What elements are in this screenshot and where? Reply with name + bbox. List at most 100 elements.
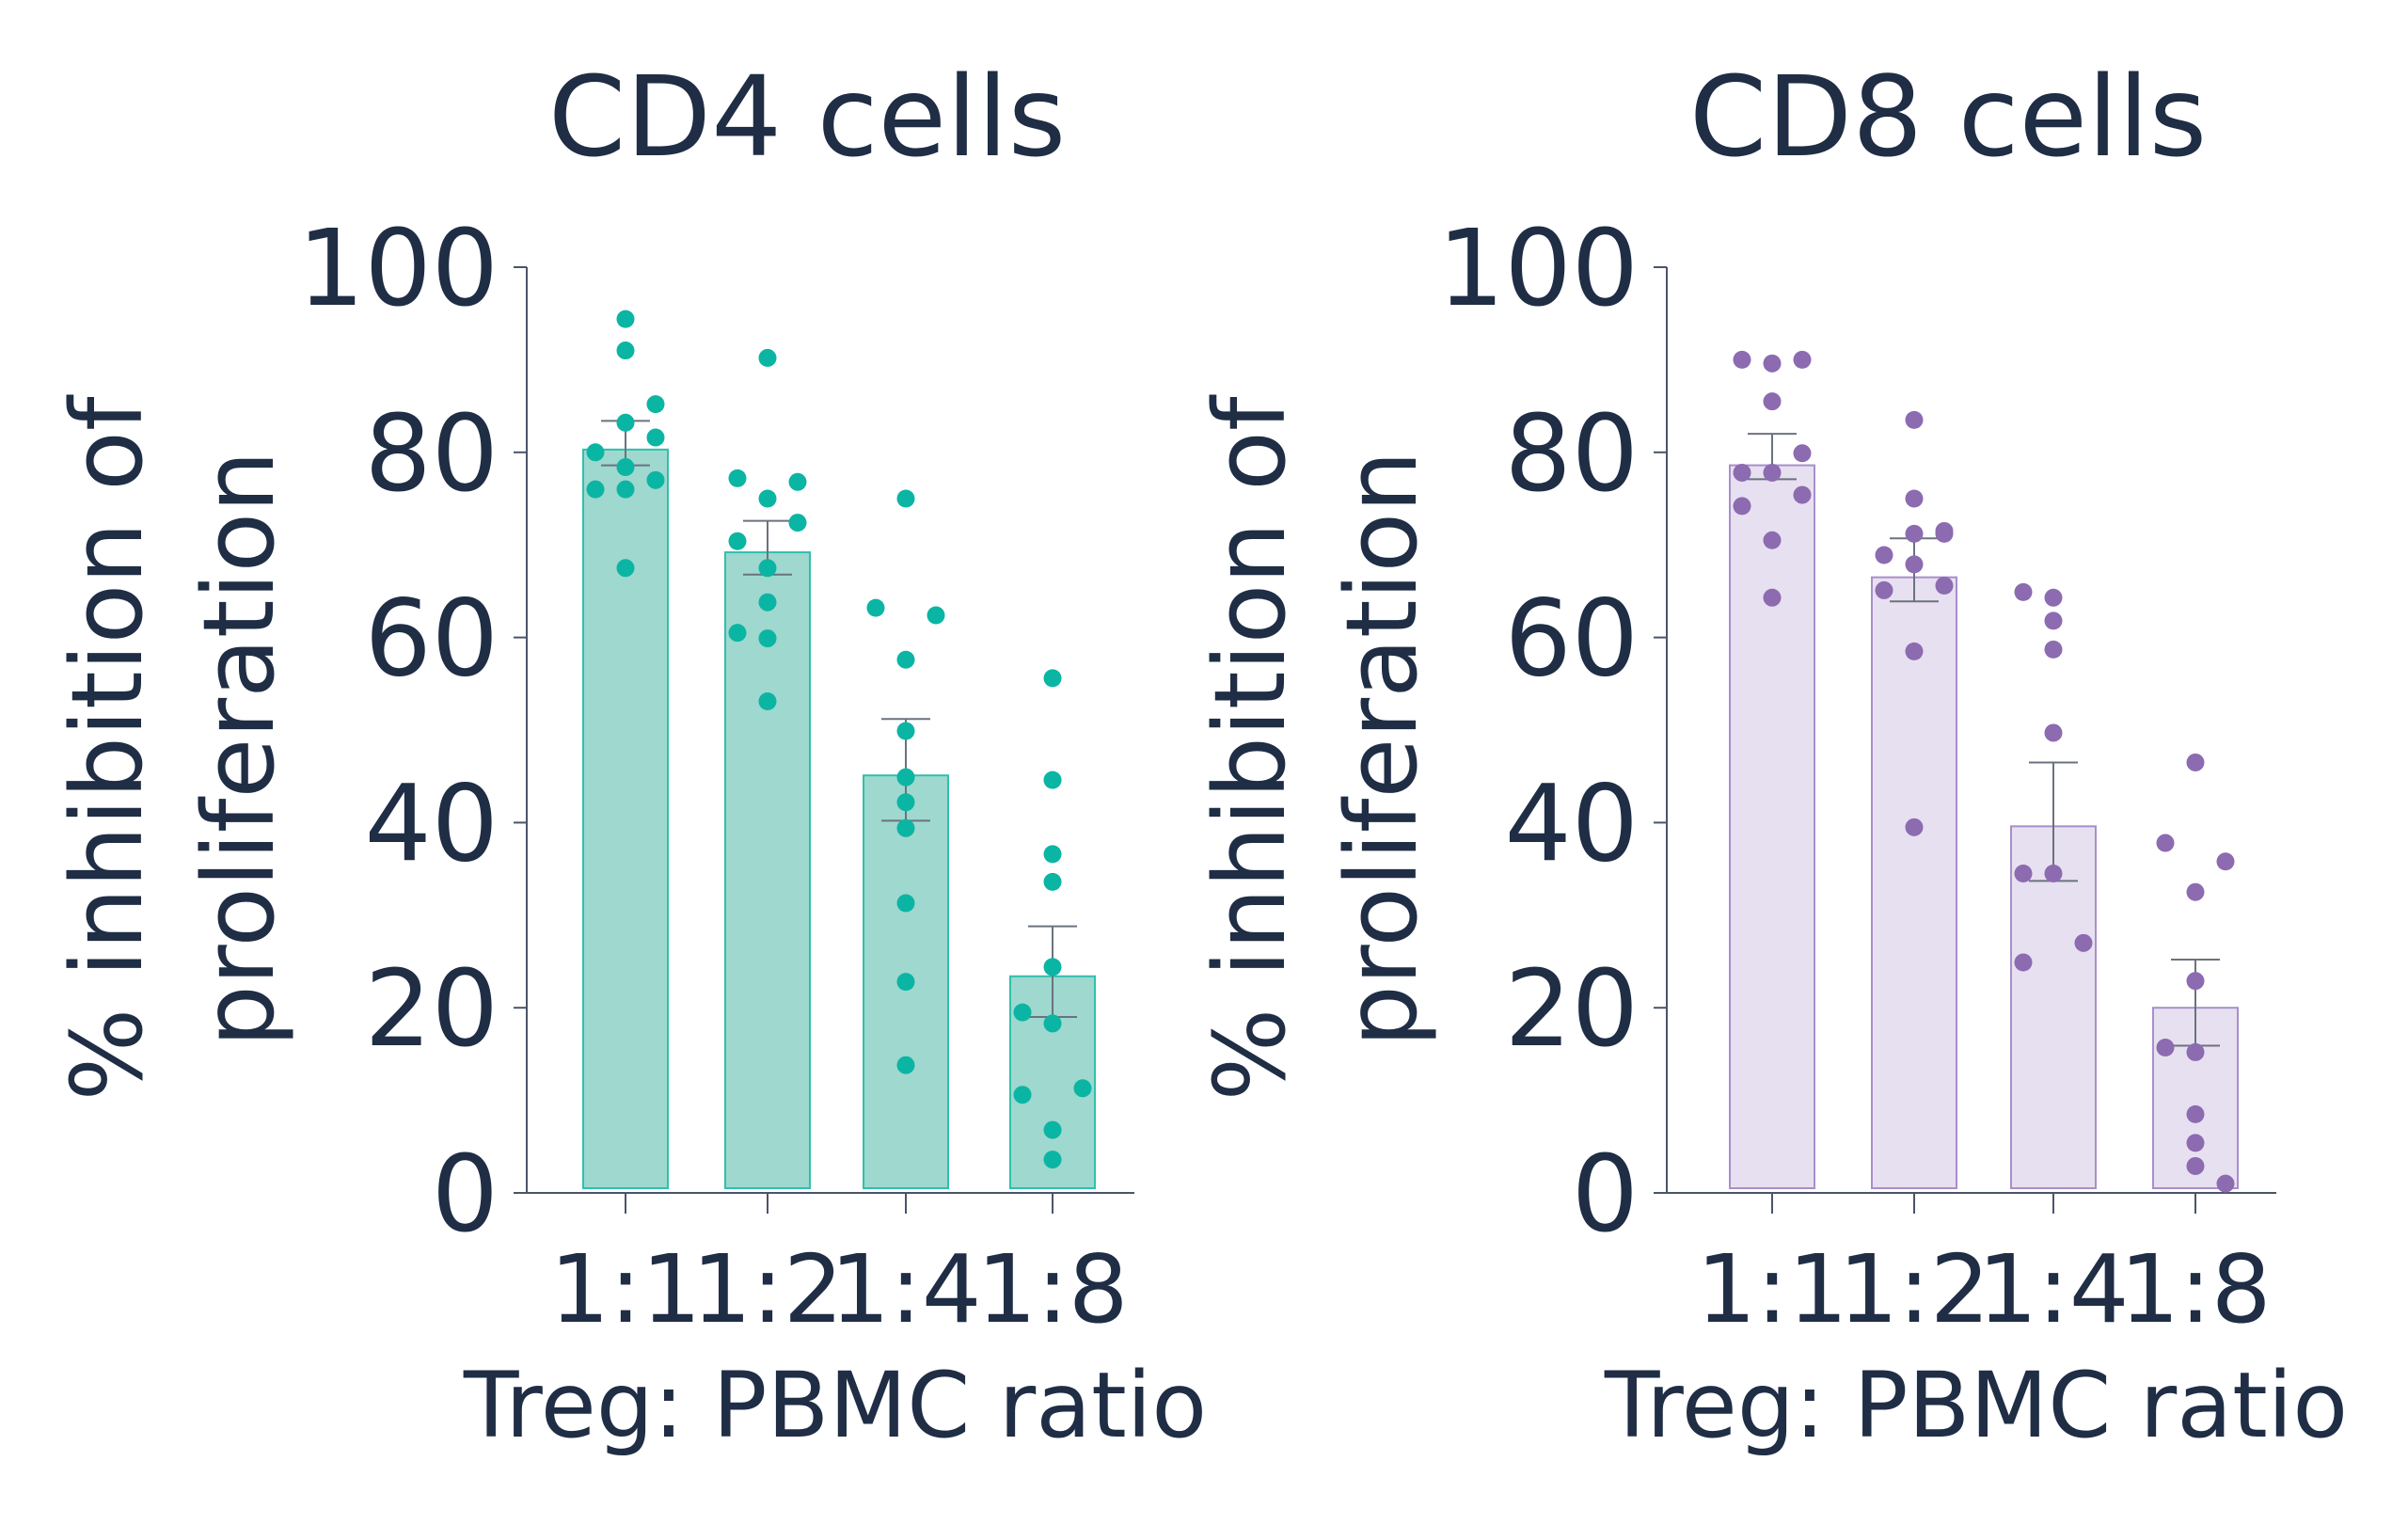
data-point [1013, 1086, 1032, 1104]
data-point [1793, 444, 1812, 463]
data-point [2074, 933, 2093, 952]
x-tick-label: 1:1 [1697, 1234, 1848, 1344]
data-point [1733, 497, 1751, 516]
data-point [2216, 1174, 2235, 1193]
data-point [1733, 350, 1751, 369]
x-tick-label: 1:4 [831, 1234, 982, 1344]
data-point [1043, 770, 1062, 789]
y-tick-label: 40 [1504, 763, 1639, 885]
y-tick-label: 100 [1437, 208, 1639, 330]
y-tick-label: 100 [297, 208, 499, 330]
data-point [728, 469, 747, 487]
data-point [2186, 882, 2205, 901]
data-point [1905, 410, 1924, 429]
y-axis-label: % inhibition of [50, 394, 165, 1101]
data-point [896, 650, 915, 669]
data-point [728, 624, 747, 643]
data-point [1763, 463, 1782, 482]
data-point [2186, 1042, 2205, 1061]
data-point [896, 489, 915, 508]
data-point [1905, 524, 1924, 543]
data-point [616, 342, 635, 360]
data-point [2014, 582, 2033, 601]
data-point [896, 1056, 915, 1074]
data-point [728, 532, 747, 550]
data-point [616, 458, 635, 477]
data-point [1875, 546, 1893, 564]
data-point [1763, 392, 1782, 411]
data-point [1043, 669, 1062, 688]
data-point [1763, 354, 1782, 373]
data-point [1043, 1120, 1062, 1139]
data-point [2044, 723, 2063, 742]
data-point [1763, 531, 1782, 549]
data-point [2186, 972, 2205, 991]
chart-title: CD8 cells [1689, 52, 2207, 182]
data-point [1935, 524, 1954, 543]
y-tick-label: 0 [1572, 1134, 1639, 1256]
x-tick-label: 1:1 [550, 1234, 702, 1344]
y-tick-label: 20 [1504, 948, 1639, 1071]
data-point [866, 598, 885, 617]
data-point [2014, 865, 2033, 883]
data-point [1043, 872, 1062, 891]
x-tick-label: 1:4 [1978, 1234, 2130, 1344]
bar-1-1 [1729, 464, 1815, 1189]
data-point [1793, 485, 1812, 504]
y-tick-label: 60 [1504, 579, 1639, 701]
y-tick-label: 80 [1504, 393, 1639, 516]
data-point [927, 606, 945, 625]
data-point [1043, 845, 1062, 864]
data-point [758, 593, 777, 612]
data-point [896, 793, 915, 812]
data-point [646, 428, 665, 447]
x-axis-label: Treg: PBMC ratio [1604, 1353, 2348, 1458]
x-tick-label: 1:2 [1839, 1234, 1990, 1344]
data-point [1905, 818, 1924, 836]
chart-panel-2: CD8 cells % inhibition of proliferation 0 20… [1193, 52, 2348, 1458]
data-point [646, 470, 665, 489]
data-point [1905, 642, 1924, 660]
data-point [1043, 1014, 1062, 1033]
data-point [2014, 953, 2033, 972]
bar-1-2 [724, 551, 811, 1189]
data-point [1793, 350, 1812, 369]
y-tick-label: 0 [432, 1134, 499, 1256]
x-tick-label: 1:2 [692, 1234, 844, 1344]
data-point [1013, 1003, 1032, 1022]
y-tick-label: 40 [364, 763, 499, 885]
data-point [1875, 580, 1893, 599]
data-point [2186, 1104, 2205, 1123]
data-point [616, 310, 635, 328]
bar-1-2 [1871, 576, 1957, 1189]
data-point [758, 348, 777, 367]
data-point [1043, 1151, 1062, 1169]
data-point [646, 395, 665, 414]
chart-title: CD4 cells [548, 52, 1066, 182]
data-point [896, 818, 915, 837]
data-point [758, 691, 777, 710]
bar-1-4 [2010, 825, 2097, 1189]
data-point [758, 629, 777, 648]
data-point [616, 559, 635, 578]
data-point [896, 722, 915, 740]
data-point [788, 472, 807, 491]
y-tick-label: 80 [364, 393, 499, 516]
data-point [1733, 463, 1751, 482]
data-point [586, 443, 605, 462]
data-point [1073, 1079, 1092, 1098]
x-tick-label: 1:8 [977, 1234, 1129, 1344]
data-point [2044, 612, 2063, 630]
x-axis-label: Treg: PBMC ratio [463, 1353, 1207, 1458]
data-point [2044, 865, 2063, 883]
x-tick-label: 1:8 [2120, 1234, 2272, 1344]
data-point [758, 559, 777, 578]
y-axis-label: proliferation [182, 451, 296, 1047]
data-point [586, 480, 605, 499]
data-point [2044, 640, 2063, 659]
y-axis-label: % inhibition of [1193, 394, 1307, 1101]
data-point [1905, 555, 1924, 574]
data-point [2186, 1156, 2205, 1175]
data-point [758, 489, 777, 508]
